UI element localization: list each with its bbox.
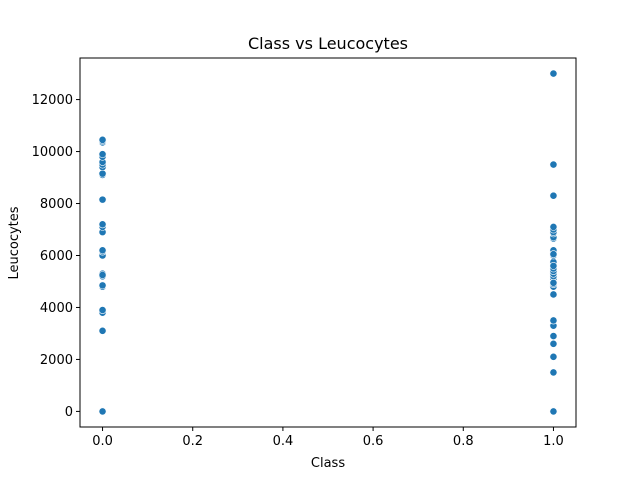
y-tick-label: 8000	[40, 197, 73, 212]
data-point	[98, 169, 107, 178]
data-point	[549, 316, 558, 325]
data-point	[98, 195, 107, 204]
data-point	[549, 160, 558, 169]
y-tick-label: 12000	[32, 93, 73, 108]
x-axis-label: Class	[311, 456, 345, 471]
x-tick-label: 0.0	[92, 434, 113, 449]
data-point	[549, 332, 558, 340]
data-point	[98, 271, 107, 279]
x-tick-label: 1.0	[543, 434, 564, 449]
data-point	[98, 220, 107, 229]
data-point	[549, 261, 558, 270]
y-axis-ticks: 0 2000 4000 6000 8000 10000 12000	[32, 93, 80, 420]
data-point	[98, 326, 107, 335]
data-point	[549, 191, 558, 200]
x-axis-ticks: 0.0 0.2 0.4 0.6 0.8 1.0	[92, 427, 564, 449]
data-points	[98, 69, 558, 416]
x-tick-label: 0.6	[363, 434, 384, 449]
data-point	[549, 368, 558, 377]
data-point	[98, 306, 107, 314]
data-point	[549, 290, 558, 299]
y-tick-label: 10000	[32, 145, 73, 160]
y-tick-label: 4000	[40, 301, 73, 316]
data-point	[549, 223, 558, 231]
y-tick-label: 0	[65, 405, 73, 420]
data-point	[549, 278, 558, 287]
x-tick-label: 0.4	[273, 434, 294, 449]
y-tick-label: 2000	[40, 353, 73, 368]
data-point	[98, 135, 107, 144]
x-tick-label: 0.8	[453, 434, 474, 449]
y-axis-label: Leucocytes	[7, 206, 22, 279]
plot-frame	[79, 57, 577, 428]
data-point	[98, 246, 107, 255]
y-tick-label: 6000	[40, 249, 73, 264]
data-point	[549, 339, 558, 348]
data-point	[549, 69, 558, 78]
data-point	[98, 281, 107, 290]
data-point	[549, 250, 558, 259]
data-point	[549, 352, 558, 361]
x-tick-label: 0.2	[182, 434, 203, 449]
data-point	[98, 407, 107, 416]
data-point	[549, 407, 558, 416]
chart-title: Class vs Leucocytes	[248, 34, 408, 53]
data-point	[98, 150, 107, 159]
